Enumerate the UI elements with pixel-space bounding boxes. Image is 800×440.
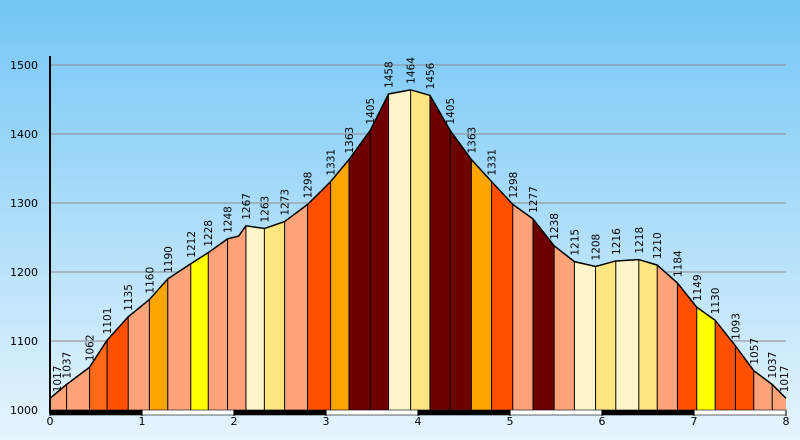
elevation-label: 1184 (672, 250, 684, 277)
elevation-label: 1331 (487, 149, 499, 176)
x-tick-label: 0 (47, 415, 54, 428)
profile-segment (370, 89, 389, 410)
scale-bar-segment (233, 409, 327, 416)
profile-outline (49, 89, 787, 399)
axes: 1000 1100 1200 1300 1400 1500 0 1 2 3 4 5 6 7 8 (10, 56, 790, 428)
elevation-label: 1093 (730, 313, 742, 340)
elevation-label: 1248 (223, 206, 235, 233)
elevation-label: 1017 (52, 366, 64, 393)
profile-segment (388, 89, 411, 410)
x-tick-label: 3 (323, 415, 330, 428)
x-tick-label: 4 (415, 415, 422, 428)
elevation-label: 1215 (569, 229, 581, 256)
elevation-label: 1298 (303, 172, 315, 199)
scale-bar-segment (325, 409, 419, 416)
elevation-label: 1062 (85, 334, 97, 361)
elevation-label: 1135 (123, 284, 135, 311)
elevation-label: 1458 (384, 61, 396, 88)
elevation-label: 1057 (749, 338, 761, 365)
elevation-label: 1037 (767, 352, 779, 379)
y-tick-label: 1400 (10, 128, 38, 141)
elevation-label: 1277 (528, 186, 540, 213)
scale-bar-segment (509, 409, 603, 416)
profile-segment (429, 89, 451, 410)
profile-segment (450, 89, 472, 410)
elevation-label: 1273 (280, 189, 292, 216)
x-tick-label: 6 (599, 415, 606, 428)
x-tick-label: 2 (231, 415, 238, 428)
elevation-label: 1190 (163, 246, 175, 273)
elevation-label: 1405 (365, 98, 377, 125)
scale-bar-segment (693, 409, 787, 416)
y-tick-label: 1000 (10, 404, 38, 417)
profile-segment (410, 89, 430, 410)
elevation-label: 1464 (406, 57, 418, 84)
elevation-label: 1160 (144, 267, 156, 294)
x-tick-label: 5 (507, 415, 514, 428)
elevation-label: 1363 (344, 127, 356, 154)
x-tick-label: 8 (783, 415, 790, 428)
scale-bar-segment (141, 409, 235, 416)
elevation-label: 1228 (203, 220, 215, 247)
elevation-label: 1101 (102, 308, 114, 335)
elevation-label: 1363 (466, 127, 478, 154)
elevation-label: 1298 (508, 172, 520, 199)
elevation-label: 1210 (652, 232, 664, 259)
y-tick-label: 1500 (10, 59, 38, 72)
elevation-label: 1208 (591, 234, 603, 261)
elevation-label: 1130 (710, 288, 722, 315)
elevation-label: 1037 (62, 352, 74, 379)
scale-bar-segment (601, 409, 695, 416)
elevation-label: 1267 (241, 193, 253, 220)
elevation-label: 1331 (326, 149, 338, 176)
elevation-label: 1017 (779, 366, 791, 393)
y-tick-label: 1100 (10, 335, 38, 348)
y-tick-label: 1200 (10, 266, 38, 279)
elevation-label: 1263 (259, 196, 271, 223)
y-tick-label: 1300 (10, 197, 38, 210)
elevation-label: 1456 (425, 62, 437, 89)
profile-segment (349, 89, 371, 410)
scale-bar-segment (49, 409, 143, 416)
x-tick-label: 7 (691, 415, 698, 428)
elevation-label: 1405 (445, 98, 457, 125)
elevation-label: 1238 (549, 213, 561, 240)
x-tick-label: 1 (139, 415, 146, 428)
scale-bar-segment (417, 409, 511, 416)
elevation-label: 1218 (634, 227, 646, 254)
elevation-label: 1216 (611, 228, 623, 255)
elevation-label: 1212 (186, 231, 198, 258)
elevation-label: 1149 (692, 274, 704, 301)
